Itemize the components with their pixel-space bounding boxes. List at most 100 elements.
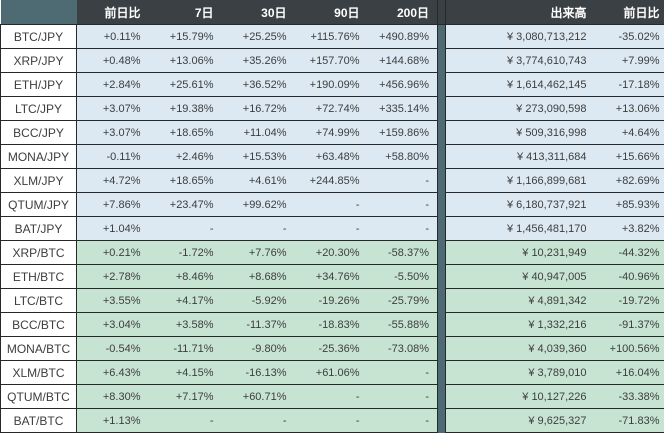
pair-label: QTUM/JPY (1, 193, 77, 217)
pct-change-cell: - (368, 385, 438, 409)
pct-change-cell: +19.38% (149, 97, 222, 121)
pair-label: LTC/JPY (1, 97, 77, 121)
pct-change-cell: +16.04% (595, 361, 664, 385)
pct-change-cell: +7.86% (77, 193, 149, 217)
pct-change-cell: -58.37% (368, 241, 438, 265)
pct-change-cell: +2.84% (77, 73, 149, 97)
pair-label: XLM/BTC (1, 361, 77, 385)
section-divider (438, 121, 446, 145)
section-divider (438, 361, 446, 385)
table-row: BAT/JPY+1.04%----¥ 1,456,481,170+3.82% (1, 217, 664, 241)
pair-label: LTC/BTC (1, 289, 77, 313)
table-row: QTUM/BTC+8.30%+7.17%+60.71%--¥ 10,127,22… (1, 385, 664, 409)
section-divider (438, 265, 446, 289)
table-row: ETH/JPY+2.84%+25.61%+36.52%+190.09%+456.… (1, 73, 664, 97)
volume-cell: ¥ 6,180,737,921 (446, 193, 595, 217)
volume-cell: ¥ 413,311,684 (446, 145, 595, 169)
volume-cell: ¥ 1,456,481,170 (446, 217, 595, 241)
pct-change-cell: -33.38% (595, 385, 664, 409)
pct-change-cell: +3.07% (77, 97, 149, 121)
pair-label: XRP/JPY (1, 49, 77, 73)
pct-change-cell: -25.36% (295, 337, 368, 361)
pct-change-cell: +8.68% (222, 265, 295, 289)
volume-cell: ¥ 3,080,713,212 (446, 25, 595, 49)
pct-change-cell: +8.46% (149, 265, 222, 289)
pct-change-cell: +1.13% (77, 409, 149, 433)
pct-change-cell: +159.86% (368, 121, 438, 145)
pct-change-cell: +3.07% (77, 121, 149, 145)
pct-change-cell: - (295, 385, 368, 409)
pct-change-cell: -16.13% (222, 361, 295, 385)
section-divider (438, 193, 446, 217)
pct-change-cell: +7.76% (222, 241, 295, 265)
pct-change-cell: +85.93% (595, 193, 664, 217)
header-7d: 7日 (149, 0, 222, 25)
pct-change-cell: -0.54% (77, 337, 149, 361)
pct-change-cell: +100.56% (595, 337, 664, 361)
pair-label: BCC/BTC (1, 313, 77, 337)
volume-cell: ¥ 40,947,005 (446, 265, 595, 289)
table-row: ETH/BTC+2.78%+8.46%+8.68%+34.76%-5.50%¥ … (1, 265, 664, 289)
section-divider (438, 73, 446, 97)
table-row: MONA/BTC-0.54%-11.71%-9.80%-25.36%-73.08… (1, 337, 664, 361)
pct-change-cell: -73.08% (368, 337, 438, 361)
pct-change-cell: -40.96% (595, 265, 664, 289)
pair-label: ETH/JPY (1, 73, 77, 97)
pct-change-cell: +18.65% (149, 121, 222, 145)
table-row: XRP/BTC+0.21%-1.72%+7.76%+20.30%-58.37%¥… (1, 241, 664, 265)
pct-change-cell: +34.76% (295, 265, 368, 289)
volume-cell: ¥ 4,891,342 (446, 289, 595, 313)
pct-change-cell: -44.32% (595, 241, 664, 265)
jpy-pairs-section: BTC/JPY+0.11%+15.79%+25.25%+115.76%+490.… (1, 25, 664, 241)
section-divider (438, 25, 446, 49)
section-divider (438, 409, 446, 433)
pct-change-cell: +13.06% (149, 49, 222, 73)
pct-change-cell: +63.48% (295, 145, 368, 169)
section-divider (438, 337, 446, 361)
pct-change-cell: +15.53% (222, 145, 295, 169)
pair-label: BTC/JPY (1, 25, 77, 49)
pct-change-cell: +7.99% (595, 49, 664, 73)
pair-label: MONA/BTC (1, 337, 77, 361)
pct-change-cell: +13.06% (595, 97, 664, 121)
pct-change-cell: +7.17% (149, 385, 222, 409)
pair-label: BAT/BTC (1, 409, 77, 433)
table-row: BCC/BTC+3.04%+3.58%-11.37%-18.83%-55.88%… (1, 313, 664, 337)
pct-change-cell: +4.15% (149, 361, 222, 385)
pct-change-cell: -5.50% (368, 265, 438, 289)
volume-cell: ¥ 3,789,010 (446, 361, 595, 385)
table-row: BAT/BTC+1.13%----¥ 9,625,327-71.83% (1, 409, 664, 433)
pct-change-cell: -11.71% (149, 337, 222, 361)
section-divider (438, 313, 446, 337)
pct-change-cell: +157.70% (295, 49, 368, 73)
pct-change-cell: +4.17% (149, 289, 222, 313)
header-200d: 200日 (368, 0, 438, 25)
pct-change-cell: - (222, 217, 295, 241)
pct-change-cell: +6.43% (77, 361, 149, 385)
volume-cell: ¥ 3,774,610,743 (446, 49, 595, 73)
table-row: QTUM/JPY+7.86%+23.47%+99.62%--¥ 6,180,73… (1, 193, 664, 217)
pct-change-cell: +4.72% (77, 169, 149, 193)
pct-change-cell: +72.74% (295, 97, 368, 121)
pct-change-cell: -19.26% (295, 289, 368, 313)
section-divider (438, 97, 446, 121)
pct-change-cell: - (149, 409, 222, 433)
pct-change-cell: +244.85% (295, 169, 368, 193)
volume-cell: ¥ 1,614,462,145 (446, 73, 595, 97)
pct-change-cell: -91.37% (595, 313, 664, 337)
pct-change-cell: +115.76% (295, 25, 368, 49)
pct-change-cell: - (368, 409, 438, 433)
pct-change-cell: +15.66% (595, 145, 664, 169)
pct-change-cell: -5.92% (222, 289, 295, 313)
pair-label: ETH/BTC (1, 265, 77, 289)
pct-change-cell: -9.80% (222, 337, 295, 361)
header-volume-prev-day-change: 前日比 (595, 0, 664, 25)
table-row: BCC/JPY+3.07%+18.65%+11.04%+74.99%+159.8… (1, 121, 664, 145)
section-divider (438, 145, 446, 169)
pct-change-cell: +60.71% (222, 385, 295, 409)
pct-change-cell: +490.89% (368, 25, 438, 49)
pct-change-cell: -17.18% (595, 73, 664, 97)
table-row: MONA/JPY-0.11%+2.46%+15.53%+63.48%+58.80… (1, 145, 664, 169)
header-row: 前日比 7日 30日 90日 200日 出来高 前日比 (1, 0, 664, 25)
